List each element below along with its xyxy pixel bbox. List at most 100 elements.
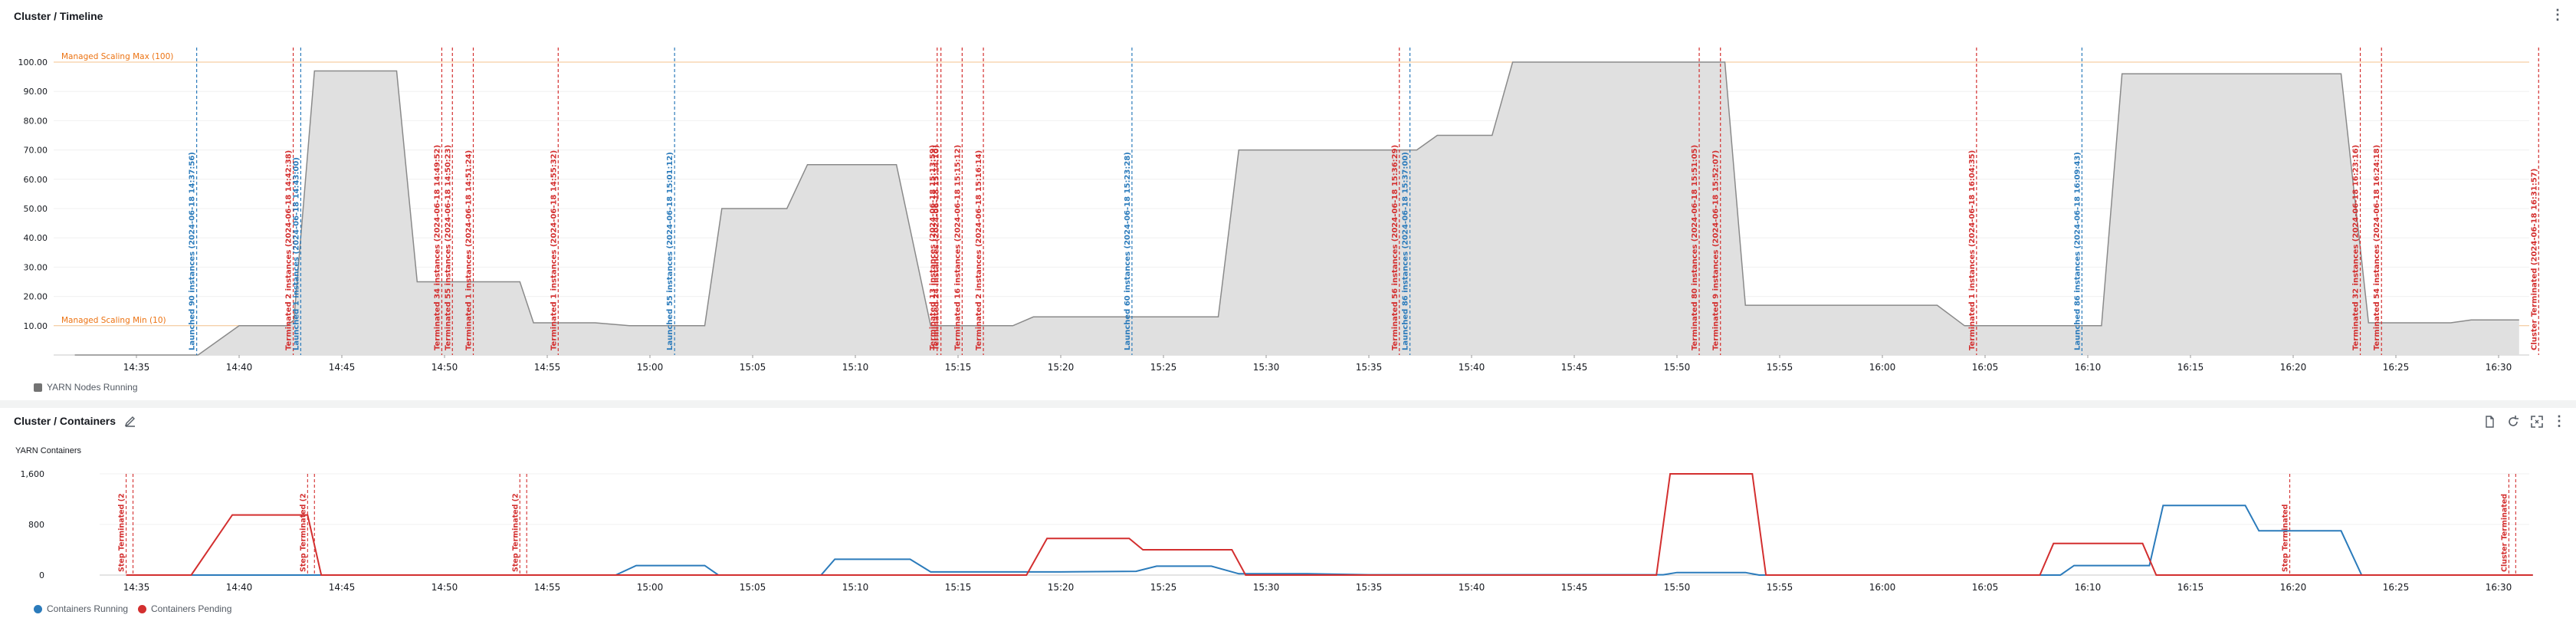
- timeline-legend-item[interactable]: YARN Nodes Running: [34, 382, 138, 393]
- step-marker-label: Step Terminated (2: [299, 493, 307, 572]
- containers-more-options-icon[interactable]: ⋮: [2552, 413, 2566, 429]
- containers-x-tick-label: 15:50: [1664, 582, 1691, 593]
- event-marker-label: Terminated 32 instances (2024-06-18 16:2…: [2352, 145, 2361, 350]
- containers-x-tick-label: 14:35: [123, 582, 150, 593]
- event-marker-label: Terminated 54 instances (2024-06-18 16:2…: [2373, 145, 2381, 350]
- event-marker-label: Terminated 9 instances (2024-06-18 15:52…: [1712, 150, 1721, 350]
- timeline-x-tick-label: 15:05: [740, 362, 766, 373]
- timeline-x-tick-label: 15:10: [842, 362, 869, 373]
- timeline-y-tick-label: 50.00: [24, 204, 48, 214]
- timeline-x-tick-label: 16:00: [1869, 362, 1896, 373]
- timeline-x-tick-label: 16:25: [2383, 362, 2410, 373]
- containers-x-tick-label: 15:30: [1253, 582, 1280, 593]
- timeline-legend-swatch: [34, 383, 42, 392]
- containers-x-tick-label: 14:55: [534, 582, 561, 593]
- containers-x-tick-label: 16:00: [1869, 582, 1896, 593]
- event-marker-label: Terminated 56 instances (2024-06-18 15:3…: [1391, 145, 1400, 350]
- containers-chart-title: YARN Containers: [15, 446, 81, 455]
- containers-x-tick-label: 16:20: [2280, 582, 2307, 593]
- containers-pending-line: [126, 473, 2533, 576]
- timeline-legend-label: YARN Nodes Running: [47, 382, 138, 393]
- event-marker-label: Terminated 2 instances (2024-06-18 14:42…: [285, 150, 294, 350]
- containers-x-tick-label: 15:55: [1767, 582, 1793, 593]
- containers-x-tick-label: 14:50: [432, 582, 458, 593]
- timeline-x-tick-label: 15:30: [1253, 362, 1280, 373]
- timeline-x-tick-label: 16:10: [2075, 362, 2102, 373]
- event-marker-label: Terminated 34 instances (2024-06-18 14:4…: [433, 145, 441, 350]
- event-marker-label: Terminated 1 instances (2024-06-18 14:51…: [465, 150, 474, 350]
- containers-x-tick-label: 16:30: [2486, 582, 2512, 593]
- containers-x-tick-label: 15:40: [1459, 582, 1485, 593]
- containers-x-tick-label: 15:35: [1356, 582, 1383, 593]
- containers-y-tick-label: 800: [28, 520, 44, 530]
- timeline-x-tick-label: 15:45: [1561, 362, 1588, 373]
- containers-y-tick-label: 1,600: [21, 469, 45, 479]
- timeline-x-tick-label: 14:50: [432, 362, 458, 373]
- timeline-panel: Cluster / Timeline ⋮ 10.00 20.00 30.00 40.0…: [0, 0, 2576, 400]
- refresh-icon[interactable]: [2505, 414, 2521, 429]
- timeline-x-tick-label: 15:20: [1048, 362, 1075, 373]
- containers-x-tick-label: 16:15: [2177, 582, 2204, 593]
- containers-x-tick-label: 16:10: [2075, 582, 2102, 593]
- containers-x-tick-label: 15:00: [637, 582, 664, 593]
- event-marker-label: Terminated 1 instances (2024-06-18 16:04…: [1968, 150, 1977, 350]
- event-marker-label: Launched 86 instances (2024-06-18 16:09:…: [2073, 152, 2082, 350]
- threshold-label: Managed Scaling Min (10): [61, 316, 166, 325]
- containers-panel-title: Cluster / Containers: [14, 415, 116, 427]
- timeline-more-options-icon[interactable]: ⋮: [2551, 7, 2565, 22]
- timeline-x-tick-label: 15:40: [1459, 362, 1485, 373]
- event-marker-label: Launched 60 instances (2024-06-18 15:23:…: [1124, 152, 1132, 350]
- timeline-y-tick-label: 20.00: [24, 292, 48, 302]
- legend-pending-label: Containers Pending: [151, 603, 232, 614]
- timeline-y-tick-label: 80.00: [24, 116, 48, 126]
- timeline-x-tick-label: 14:40: [226, 362, 253, 373]
- timeline-x-tick-label: 16:20: [2280, 362, 2307, 373]
- containers-x-tick-label: 15:20: [1048, 582, 1075, 593]
- timeline-x-tick-label: 14:35: [123, 362, 150, 373]
- step-marker-label: Step Terminated (2: [118, 493, 126, 572]
- containers-x-tick-label: 15:45: [1561, 582, 1588, 593]
- containers-x-tick-label: 15:15: [945, 582, 972, 593]
- export-document-icon[interactable]: [2482, 414, 2497, 429]
- event-marker-label: Terminated 1 instances (2024-06-18 14:55…: [550, 150, 558, 350]
- step-marker-label: Step Terminated: [2282, 505, 2290, 572]
- event-marker-label: Terminated 16 instances (2024-06-18 15:1…: [953, 145, 962, 350]
- step-marker-label: Step Terminated (2: [511, 493, 520, 572]
- containers-x-tick-label: 16:25: [2383, 582, 2410, 593]
- fullscreen-icon[interactable]: [2529, 414, 2545, 429]
- containers-x-tick-label: 15:05: [740, 582, 766, 593]
- containers-y-tick-label: 0: [39, 570, 44, 580]
- edit-pencil-icon[interactable]: [123, 414, 138, 429]
- timeline-x-tick-label: 15:25: [1150, 362, 1177, 373]
- threshold-label: Managed Scaling Max (100): [61, 52, 173, 61]
- containers-legend-running[interactable]: Containers Running: [34, 603, 128, 614]
- event-marker-label: Launched 86 instances (2024-06-18 15:37:…: [1402, 152, 1410, 350]
- timeline-x-tick-label: 16:05: [1972, 362, 1999, 373]
- containers-panel: Cluster / Containers ⋮ YARN Containers 0…: [0, 408, 2576, 618]
- legend-pending-swatch: [138, 604, 146, 613]
- timeline-y-tick-label: 100.00: [18, 58, 48, 67]
- event-marker-label: Terminated 13 instances (2024-06-18 15:1…: [929, 145, 937, 350]
- legend-running-label: Containers Running: [47, 603, 129, 614]
- timeline-x-tick-label: 14:55: [534, 362, 561, 373]
- timeline-x-tick-label: 15:00: [637, 362, 664, 373]
- event-marker-label: Cluster Terminated (2024-06-18 16:31:57): [2530, 169, 2538, 350]
- containers-x-tick-label: 15:10: [842, 582, 869, 593]
- timeline-y-tick-label: 90.00: [24, 87, 48, 97]
- event-marker-label: Launched 90 instances (2024-06-18 14:37:…: [189, 152, 197, 350]
- timeline-chart: 10.00 20.00 30.00 40.00 50.00 60.00 70.00 80.00…: [18, 48, 2539, 373]
- legend-running-swatch: [34, 604, 42, 613]
- timeline-y-tick-label: 30.00: [24, 262, 48, 272]
- timeline-x-tick-label: 16:30: [2486, 362, 2512, 373]
- timeline-x-tick-label: 15:15: [945, 362, 972, 373]
- timeline-x-tick-label: 15:35: [1356, 362, 1383, 373]
- timeline-y-tick-label: 70.00: [24, 146, 48, 156]
- containers-legend-pending[interactable]: Containers Pending: [138, 603, 231, 614]
- containers-x-tick-label: 14:40: [226, 582, 253, 593]
- event-marker-label: Terminated 80 instances (2024-06-18 15:5…: [1691, 145, 1699, 350]
- timeline-y-tick-label: 10.00: [24, 321, 48, 331]
- containers-x-tick-label: 15:25: [1150, 582, 1177, 593]
- event-marker-label: Terminated 55 instances (2024-06-18 14:5…: [444, 145, 452, 350]
- timeline-y-tick-label: 60.00: [24, 175, 48, 185]
- event-marker-label: Terminated 24 instances (2024-06-18 15:1…: [933, 145, 941, 350]
